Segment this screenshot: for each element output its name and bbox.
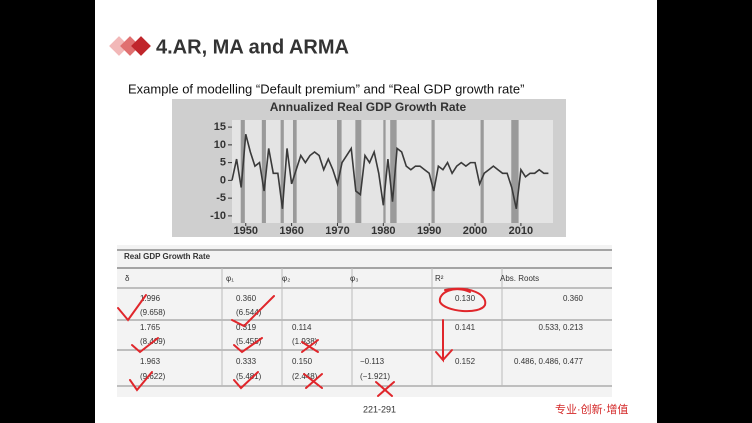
column-header: φ₂ [282, 274, 290, 283]
series-line [231, 134, 549, 209]
x-tick-label: 1970 [325, 225, 349, 237]
table-cell: −0.113 [360, 357, 385, 366]
table-cell: 1.765 [140, 323, 161, 332]
x-tick-label: 2010 [509, 225, 533, 237]
recession-band [390, 120, 397, 223]
column-header: Abs. Roots [500, 274, 539, 283]
column-header: δ [125, 274, 130, 283]
y-tick-label: -10 [210, 210, 226, 222]
table-cell: (2.448) [292, 372, 318, 381]
table-cell: 1.963 [140, 357, 161, 366]
y-tick-label: -5 [216, 192, 226, 204]
subtitle: Example of modelling “Default premium” a… [128, 81, 524, 96]
x-tick-label: 2000 [463, 225, 487, 237]
slide-title: 4.AR, MA and ARMA [156, 36, 349, 58]
recession-band [280, 120, 284, 223]
recession-band [261, 120, 266, 223]
column-header: φ₁ [226, 274, 234, 283]
table-cell: 0.150 [292, 357, 313, 366]
chart-title: Annualized Real GDP Growth Rate [270, 100, 467, 114]
table-cell: 0.333 [236, 357, 257, 366]
recession-band [511, 120, 519, 223]
handwriting [117, 287, 487, 397]
table-cell: (5.481) [236, 372, 262, 381]
table-cell: 0.130 [455, 294, 476, 303]
x-tick-label: 1960 [279, 225, 303, 237]
table-cell: (9.622) [140, 372, 166, 381]
y-tick-label: 10 [214, 139, 226, 151]
recession-band [480, 120, 484, 223]
recession-band [431, 120, 435, 223]
table-cell: 0.319 [236, 323, 257, 332]
table-cell: 0.114 [292, 323, 312, 332]
table-cell: (−1.921) [360, 372, 390, 381]
slogan: 专业·创新·增值 [555, 402, 628, 416]
column-header: φ₃ [350, 274, 358, 283]
table-cell: 1.996 [140, 294, 161, 303]
table-cell: 0.533, 0.213 [539, 323, 584, 332]
chart: -10 -5 0 5 10 15 1950 1960 1970 1980 1990 2000 2010 [210, 120, 553, 237]
table-cell: 0.486, 0.486, 0.477 [514, 357, 584, 366]
page-number: 221-291 [363, 404, 396, 414]
table-cell: 0.360 [236, 294, 257, 303]
table-cell: (5.455) [236, 337, 262, 346]
table-title: Real GDP Growth Rate [124, 252, 211, 261]
y-tick-label: 15 [214, 121, 226, 133]
x-tick-label: 1990 [417, 225, 441, 237]
table-cell: (1.938) [292, 337, 318, 346]
table-bg [117, 245, 612, 397]
table-cell: (6.544) [236, 308, 262, 317]
table-cell: 0.360 [563, 294, 584, 303]
recession-band [337, 120, 342, 223]
recession-band [355, 120, 362, 223]
x-tick-label: 1950 [234, 225, 258, 237]
x-tick-label: 1980 [371, 225, 395, 237]
y-tick-label: 5 [220, 157, 226, 169]
recession-band [383, 120, 386, 223]
table-cell: 0.152 [455, 357, 476, 366]
table-cell: 0.141 [455, 323, 476, 332]
column-header: R² [435, 274, 444, 283]
y-tick-label: 0 [220, 174, 226, 186]
table-cell: (9.658) [140, 308, 166, 317]
